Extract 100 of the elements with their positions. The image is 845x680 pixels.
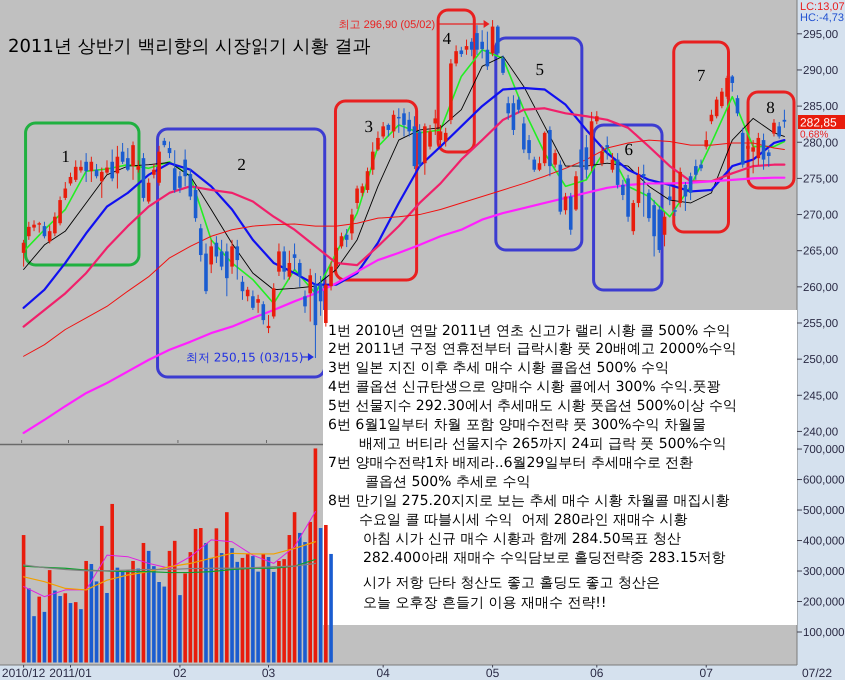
candlestick	[162, 137, 166, 148]
bar	[53, 590, 57, 662]
candlestick	[22, 239, 26, 268]
candlestick	[136, 160, 140, 174]
candlestick	[370, 142, 375, 176]
annotation: 1	[61, 147, 70, 166]
bar	[63, 593, 68, 662]
candlestick	[605, 136, 610, 160]
candlestick	[168, 141, 172, 159]
bar	[48, 570, 52, 662]
candlestick	[350, 208, 354, 240]
bar	[262, 554, 266, 662]
bar	[42, 612, 46, 662]
y-tick-label: 280,00	[803, 137, 838, 150]
annotation: 5번 선물지수 292.30에서 추세매도 시황 풋옵션 500%이상 수익	[328, 398, 738, 414]
candlestick	[725, 75, 729, 100]
annotation: 4번 콜옵션 신규탄생으로 양매수 시황 콜에서 300% 수익.풋꽝	[328, 379, 721, 395]
candlestick	[736, 94, 740, 117]
candlestick	[516, 96, 520, 114]
candlestick	[334, 239, 338, 273]
x-tick-label: 2011/01	[49, 666, 92, 680]
bar	[251, 556, 255, 662]
y-tick-label: 300,000	[803, 566, 845, 578]
y-tick-label: 290,00	[803, 64, 838, 77]
candlestick	[428, 124, 432, 150]
y-tick-label: 285,00	[803, 101, 838, 114]
candlestick	[538, 156, 542, 172]
candlestick	[209, 239, 213, 274]
line-series	[23, 511, 316, 598]
candlestick	[684, 182, 688, 212]
annotation: 3번 일본 지진 이후 추세 매수 시황 콜옵션 500% 수익	[328, 360, 669, 376]
text: HC:-4,73	[800, 12, 844, 24]
candlestick	[266, 314, 270, 334]
bar	[105, 592, 109, 662]
bar	[214, 528, 218, 662]
candlestick	[318, 276, 322, 316]
x-tick-label: 03	[262, 666, 276, 680]
y-tick-label: 700,000	[803, 444, 845, 456]
bar	[37, 596, 42, 662]
annotation: 4	[442, 29, 452, 48]
candlestick	[662, 212, 666, 247]
candlestick	[282, 246, 286, 280]
candlestick	[688, 172, 692, 201]
candlestick	[303, 290, 307, 314]
candlestick	[214, 236, 218, 264]
bar	[136, 568, 140, 662]
bar	[90, 564, 94, 662]
candlestick	[42, 221, 46, 239]
annotation: 아침 시가 신규 매수 시황과 함께 284.50목표 청산	[363, 531, 682, 547]
bar	[318, 528, 322, 662]
y-tick-label: 100,000	[803, 627, 845, 640]
candlestick	[777, 122, 781, 140]
candlestick	[116, 145, 120, 190]
candlestick	[501, 55, 505, 76]
candlestick	[433, 109, 438, 136]
y-tick-label: 245,00	[803, 390, 838, 402]
bar	[256, 572, 260, 662]
candlestick	[230, 239, 234, 274]
candlestick	[610, 152, 614, 174]
candlestick	[772, 118, 776, 137]
candlestick	[527, 134, 531, 160]
bar	[142, 542, 146, 662]
candlestick	[486, 31, 490, 70]
text: LC:13,07	[800, 1, 845, 13]
bar	[292, 512, 296, 662]
annotation: 최고 296,90 (05/02)	[338, 19, 436, 31]
x-tick-label: 2010/12	[2, 666, 46, 680]
annotation: 수요일 콜 따블시세 수익 어제 280라인 재매수 시황	[359, 512, 688, 528]
line-series	[22, 86, 786, 309]
annotation: 1번 2010년 연말 2011년 연초 신고가 랠리 시황 콜 500% 수익	[328, 323, 731, 339]
bar	[58, 596, 62, 662]
candlestick	[131, 141, 135, 180]
candlestick	[84, 152, 88, 183]
candlestick	[730, 74, 734, 92]
bar	[120, 572, 124, 662]
line-series	[22, 176, 786, 434]
y-tick-label: 200,000	[803, 596, 845, 609]
bar	[329, 554, 333, 662]
bar	[277, 560, 281, 662]
y-tick-label: 270,00	[803, 210, 838, 222]
candlestick	[58, 196, 62, 226]
candlestick	[386, 122, 390, 137]
candlestick	[110, 148, 114, 182]
candlestick	[240, 276, 244, 300]
bar	[116, 568, 120, 662]
bar	[68, 603, 72, 662]
candlestick	[460, 46, 464, 58]
candlestick	[710, 109, 714, 125]
annotation: 배제고 버티라 선물지수 265까지 24피 급락 풋 500%수익	[359, 436, 727, 452]
y-tick-label: 600,000	[803, 474, 845, 487]
candlestick	[251, 290, 255, 310]
candlestick	[376, 130, 380, 152]
bar	[225, 512, 229, 662]
candlestick	[246, 286, 250, 302]
candlestick	[642, 164, 646, 218]
x-tick-label: 02	[173, 666, 187, 680]
candlestick	[94, 163, 98, 179]
x-tick-label: 07	[700, 666, 714, 680]
y-tick-label: 265,00	[803, 246, 838, 258]
bar	[94, 581, 98, 662]
